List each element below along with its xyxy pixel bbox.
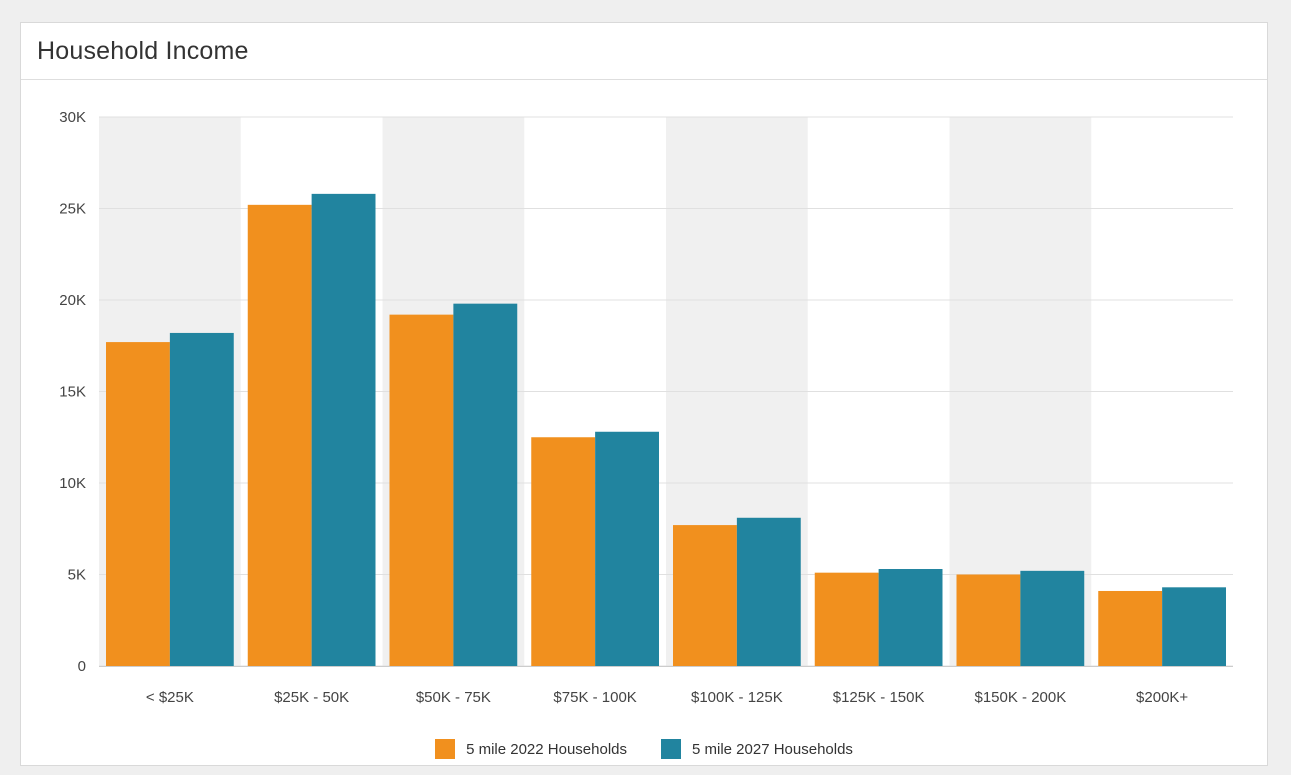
- bar-2027[interactable]: [595, 431, 659, 666]
- legend-swatch-2022: [435, 739, 456, 759]
- bar-2022[interactable]: [673, 525, 737, 666]
- x-tick-label: < $25K: [146, 689, 194, 706]
- bar-2022[interactable]: [389, 314, 454, 666]
- bar-2027[interactable]: [169, 332, 234, 666]
- bar-2022[interactable]: [106, 342, 170, 666]
- bar-2027[interactable]: [736, 517, 801, 666]
- legend-swatch-2027: [661, 739, 681, 759]
- y-tick-label: 30K: [59, 109, 86, 126]
- x-tick-label: $100K - 125K: [691, 689, 783, 706]
- legend-label-2022: 5 mile 2022 Households: [466, 740, 627, 758]
- x-tick-label: $50K - 75K: [416, 689, 491, 706]
- bar-2022[interactable]: [1098, 590, 1163, 666]
- bar-2027[interactable]: [311, 193, 376, 667]
- bar-2022[interactable]: [814, 572, 879, 666]
- y-tick-label: 25K: [59, 201, 86, 218]
- y-tick-label: 15K: [59, 384, 86, 401]
- x-tick-label: $25K - 50K: [274, 689, 349, 706]
- y-tick-label: 5K: [68, 567, 86, 584]
- y-tick-label: 10K: [59, 475, 86, 492]
- bar-chart: 0 5K 10K 15K 20K 25K 30K < $25K $25K - 50K $50K -…: [59, 109, 1233, 706]
- x-tick-label: $125K - 150K: [833, 689, 925, 706]
- bar-2027[interactable]: [453, 303, 518, 666]
- x-tick-label: $200K+: [1136, 689, 1188, 706]
- legend-item-2027[interactable]: 5 mile 2027 Households: [661, 739, 853, 759]
- bar-2022[interactable]: [247, 204, 312, 666]
- y-tick-label: 0: [78, 658, 86, 675]
- bar-2022[interactable]: [956, 574, 1021, 667]
- legend-item-2022[interactable]: 5 mile 2022 Households: [435, 739, 627, 759]
- bar-2027[interactable]: [1020, 570, 1085, 666]
- y-tick-label: 20K: [59, 292, 86, 309]
- panel-header: Household Income: [21, 23, 1267, 80]
- bar-2022[interactable]: [531, 437, 596, 666]
- chart-panel: Household Income 0 5K 10K 15K 20K 25K 30K < $25…: [20, 22, 1268, 766]
- chart-legend: 5 mile 2022 Households 5 mile 2027 House…: [21, 737, 1267, 761]
- legend-label-2027: 5 mile 2027 Households: [692, 740, 853, 758]
- panel-title: Household Income: [37, 37, 249, 65]
- bar-2027[interactable]: [1162, 587, 1226, 666]
- x-tick-label: $150K - 200K: [975, 689, 1067, 706]
- bar-2027[interactable]: [878, 569, 943, 666]
- x-tick-label: $75K - 100K: [553, 689, 636, 706]
